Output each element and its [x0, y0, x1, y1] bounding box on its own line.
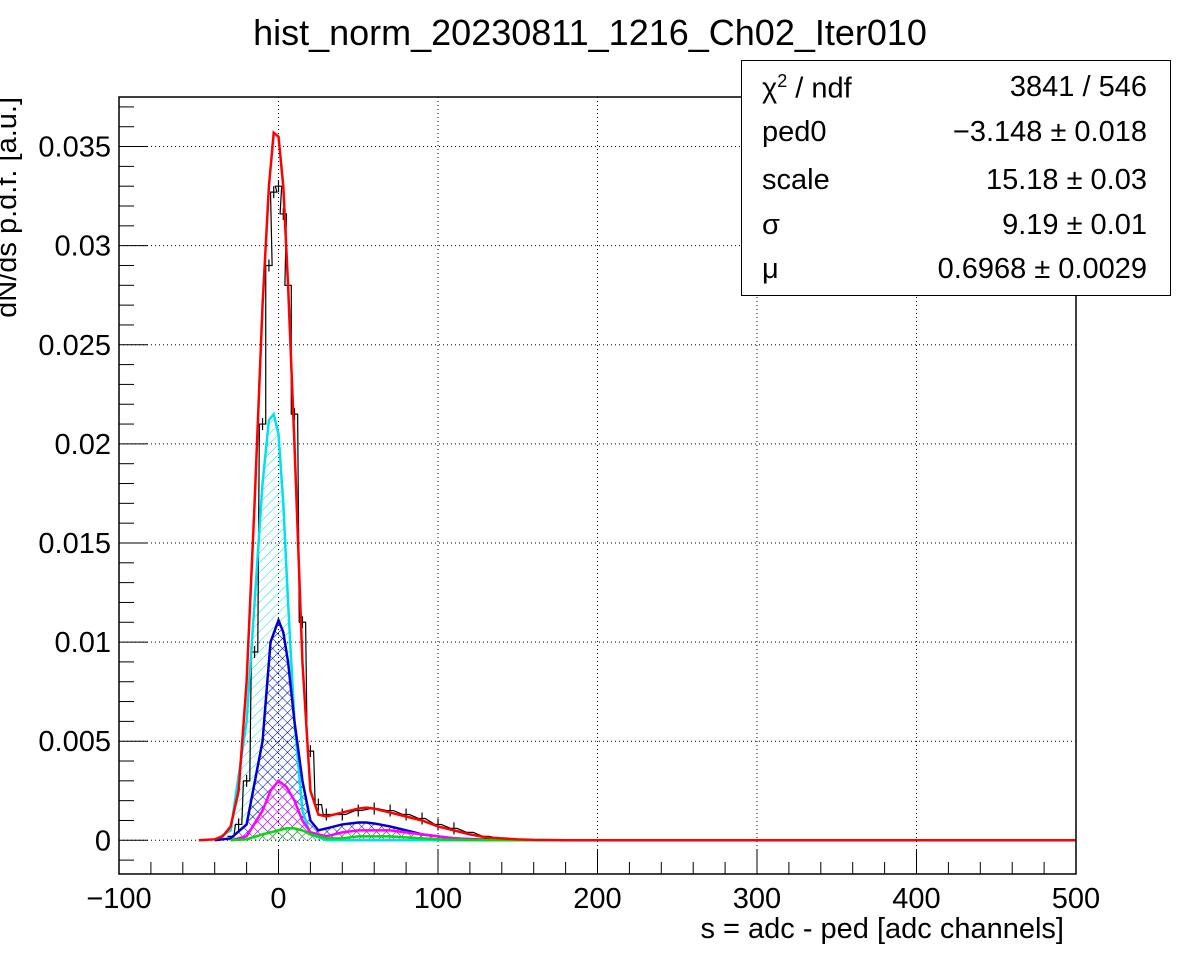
- component-curve-n2: [214, 616, 1076, 842]
- fit-curves: [198, 130, 1076, 842]
- component-crosshatch-n4: [230, 828, 1076, 841]
- component-fill-n2: [214, 620, 1076, 841]
- stat-value: −3.148 ± 0.018: [952, 116, 1147, 148]
- stat-row-chi2: χ2 / ndf 3841 / 546: [762, 71, 1147, 115]
- stat-label: scale: [762, 164, 830, 196]
- x-tick-label: 300: [733, 883, 781, 915]
- stat-value: 0.6968 ± 0.0029: [937, 253, 1147, 285]
- stat-row-ped0: ped0 −3.148 ± 0.018: [762, 116, 1147, 160]
- x-tick-label: 500: [1052, 883, 1100, 915]
- component-fills: [214, 414, 1076, 841]
- component-crosshatch-n2: [214, 620, 1076, 841]
- stat-row-sigma: σ 9.19 ± 0.01: [762, 209, 1147, 253]
- stat-label: ped0: [762, 116, 827, 148]
- y-tick-label: 0.025: [38, 330, 111, 362]
- fit-stats-box: χ2 / ndf 3841 / 546 ped0 −3.148 ± 0.018 …: [741, 60, 1171, 296]
- component-curve-n1: [214, 411, 1076, 842]
- component-curve-n4: [230, 827, 1076, 842]
- component-fill-n1: [214, 414, 1076, 841]
- y-tick-label: 0.005: [38, 726, 111, 758]
- stat-row-mu: μ 0.6968 ± 0.0029: [762, 253, 1147, 297]
- x-axis-label: s = adc - ped [adc channels]: [700, 913, 1064, 945]
- y-tick-label: 0.035: [38, 132, 111, 164]
- stat-label: χ2 / ndf: [762, 71, 852, 105]
- y-tick-label: 0: [95, 825, 111, 857]
- fit-curve-total: [198, 130, 1076, 842]
- stat-label: μ: [762, 253, 779, 285]
- x-tick-label: 0: [270, 883, 286, 915]
- y-tick-label: 0.03: [55, 231, 111, 263]
- y-tick-label: 0.02: [55, 429, 111, 461]
- y-tick-label: 0.015: [38, 528, 111, 560]
- x-tick-label: −100: [86, 883, 151, 915]
- stat-value: 9.19 ± 0.01: [1002, 209, 1147, 241]
- stat-row-scale: scale 15.18 ± 0.03: [762, 164, 1147, 208]
- y-tick-label: 0.01: [55, 627, 111, 659]
- axis-ticks: −100 0 100 200 300 400 500 0 0.005 0.01 0.015 0.02 0…: [38, 106, 1100, 915]
- component-curve-n3: [230, 779, 1076, 842]
- stat-value: 3841 / 546: [1009, 71, 1147, 103]
- x-tick-label: 100: [414, 883, 462, 915]
- stat-value: 15.18 ± 0.03: [985, 164, 1147, 196]
- stat-label: σ: [762, 209, 780, 241]
- y-axis-label: dN/ds p.d.f. [a.u.]: [0, 97, 23, 318]
- x-tick-label: 400: [892, 883, 940, 915]
- chart-title: hist_norm_20230811_1216_Ch02_Iter010: [253, 12, 927, 53]
- x-tick-label: 200: [573, 883, 621, 915]
